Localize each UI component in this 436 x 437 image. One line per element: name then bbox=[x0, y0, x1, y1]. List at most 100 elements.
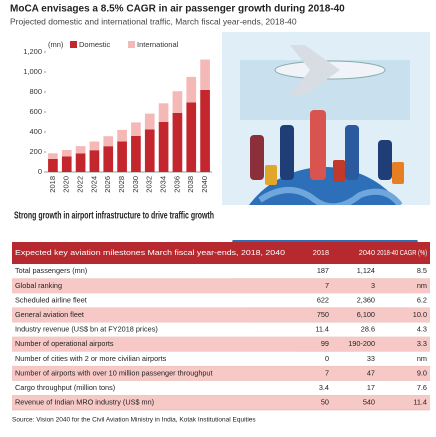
y-tick-label: 600 bbox=[29, 107, 42, 116]
table-row-bg bbox=[12, 337, 430, 352]
bar bbox=[75, 153, 86, 172]
table-cell: 33 bbox=[367, 354, 375, 363]
bar bbox=[144, 129, 155, 172]
bar bbox=[186, 102, 197, 172]
table-cell: Total passengers (mn) bbox=[15, 266, 87, 275]
table-cell: nm bbox=[417, 354, 427, 363]
x-tick-label: 2032 bbox=[145, 176, 154, 193]
legend-label: International bbox=[137, 40, 179, 49]
bar bbox=[117, 141, 127, 172]
table-row-bg bbox=[12, 278, 430, 294]
plane-wings bbox=[290, 45, 340, 95]
chart-subtitle: Projected domestic and international tra… bbox=[10, 16, 297, 26]
source: Source: Vision 2040 for the Civil Aviati… bbox=[12, 417, 256, 424]
bar bbox=[61, 156, 72, 172]
table-cell: 540 bbox=[363, 398, 375, 407]
bar bbox=[48, 153, 58, 159]
bar bbox=[103, 146, 114, 172]
x-tick-label: 2018 bbox=[48, 176, 57, 193]
bar bbox=[103, 136, 114, 147]
x-tick-label: 2040 bbox=[200, 176, 209, 193]
chart-title: MoCA envisages a 8.5% CAGR in air passen… bbox=[10, 4, 345, 15]
x-tick-label: 2030 bbox=[131, 176, 140, 193]
bar bbox=[200, 90, 210, 172]
bar bbox=[172, 113, 183, 172]
table-header-cell: Expected key aviation milestones March f… bbox=[15, 248, 285, 257]
table-cell: 0 bbox=[325, 354, 329, 363]
table-cell: Industry revenue (US$ bn at FY2018 price… bbox=[15, 325, 158, 334]
bar bbox=[117, 129, 127, 142]
table-cell: Number of cities with 2 or more civilian… bbox=[15, 354, 167, 363]
table-cell: 10.0 bbox=[413, 310, 427, 319]
table-cell: Global ranking bbox=[15, 281, 62, 290]
table-cell: 622 bbox=[317, 295, 329, 304]
bar bbox=[158, 103, 169, 122]
x-tick-label: 2022 bbox=[76, 176, 85, 193]
y-tick-label: 0 bbox=[38, 167, 42, 176]
bar bbox=[48, 159, 58, 172]
y-axis-label: (mn) bbox=[48, 40, 64, 49]
table-row-bg bbox=[12, 293, 430, 308]
table-cell: 47 bbox=[367, 368, 375, 377]
table-row-bg bbox=[12, 380, 430, 396]
bar bbox=[75, 146, 86, 154]
table-cell: 6.2 bbox=[417, 295, 427, 304]
legend-swatch bbox=[128, 41, 135, 48]
table-cell: 187 bbox=[317, 266, 329, 275]
table-cell: 190-200 bbox=[348, 339, 375, 348]
x-tick-label: 2034 bbox=[159, 176, 168, 193]
table-cell: Scheduled airline fleet bbox=[15, 295, 87, 304]
table-cell: Number of airports with over 10 million … bbox=[15, 368, 213, 377]
table-cell: 3.3 bbox=[417, 339, 427, 348]
table-cell: Revenue of Indian MRO industry (US$ mn) bbox=[15, 398, 154, 407]
table-heading: Strong growth in airport infrastructure … bbox=[14, 211, 214, 222]
bar bbox=[89, 150, 100, 172]
table-cell: 9.0 bbox=[417, 368, 427, 377]
table-cell: 11.4 bbox=[413, 398, 427, 407]
bar bbox=[200, 59, 210, 90]
table-cell: 17 bbox=[367, 383, 375, 392]
table-cell: Number of operational airports bbox=[15, 339, 114, 348]
table-row-bg bbox=[12, 264, 430, 279]
bar bbox=[61, 150, 72, 157]
table-cell: 3 bbox=[371, 281, 375, 290]
heading-bg bbox=[0, 205, 436, 240]
legend-label: Domestic bbox=[79, 40, 111, 49]
table-row-bg bbox=[12, 366, 430, 381]
table-cell: 3.4 bbox=[319, 383, 329, 392]
table-header-bg bbox=[12, 242, 430, 264]
table-cell: 11.4 bbox=[315, 325, 329, 334]
table-cell: 8.5 bbox=[417, 266, 427, 275]
table-row-bg bbox=[12, 351, 430, 367]
table-cell: 7.6 bbox=[417, 383, 427, 392]
x-tick-label: 2024 bbox=[89, 176, 98, 193]
table-cell: 750 bbox=[317, 310, 329, 319]
x-tick-label: 2028 bbox=[117, 176, 126, 193]
x-tick-label: 2020 bbox=[62, 176, 71, 193]
bar bbox=[131, 122, 141, 136]
y-tick-label: 800 bbox=[29, 87, 42, 96]
legend-swatch bbox=[70, 41, 77, 48]
table-row-bg bbox=[12, 307, 430, 323]
table-header-cell: 2018 bbox=[313, 248, 329, 257]
table-cell: 2,360 bbox=[357, 295, 375, 304]
bar bbox=[186, 76, 197, 103]
table-cell: 4.3 bbox=[417, 325, 427, 334]
table-cell: General aviation fleet bbox=[15, 310, 84, 319]
y-tick-label: 1,000 bbox=[23, 67, 42, 76]
table-cell: 7 bbox=[325, 281, 329, 290]
y-tick-label: 1,200 bbox=[23, 47, 42, 56]
table-header-cell: 2040 bbox=[359, 248, 375, 257]
table-cell: 1,124 bbox=[357, 266, 375, 275]
table-cell: Cargo throughput (million tons) bbox=[15, 383, 115, 392]
table-row-bg bbox=[12, 322, 430, 337]
bar bbox=[89, 141, 100, 151]
bar bbox=[131, 136, 141, 172]
table-cell: nm bbox=[417, 281, 427, 290]
x-tick-label: 2038 bbox=[186, 176, 195, 193]
bar bbox=[158, 122, 169, 172]
table-cell: 50 bbox=[321, 398, 329, 407]
y-tick-label: 200 bbox=[29, 147, 42, 156]
x-tick-label: 2026 bbox=[103, 176, 112, 193]
